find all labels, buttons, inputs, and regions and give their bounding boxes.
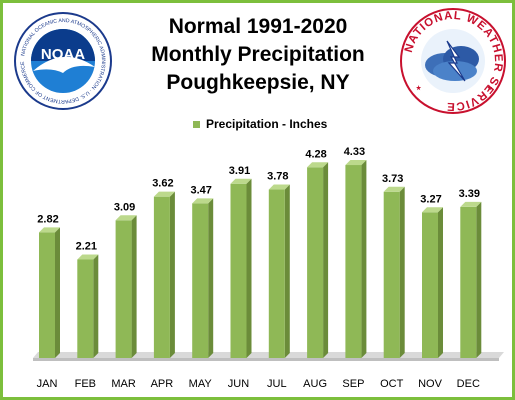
x-tick-label: MAR <box>111 378 136 390</box>
bar-side <box>399 186 405 358</box>
x-tick-label: DEC <box>457 378 480 390</box>
x-tick-label: NOV <box>418 378 443 390</box>
bar-top <box>383 186 405 192</box>
bar-top <box>230 178 252 184</box>
bar-side <box>361 160 367 358</box>
bar <box>153 196 170 358</box>
bar-side <box>246 178 252 358</box>
noaa-logo: NATIONAL OCEANIC AND ATMOSPHERIC ADMINIS… <box>14 12 112 110</box>
bar <box>77 259 94 358</box>
data-label: 3.91 <box>229 165 250 177</box>
data-label: 3.47 <box>190 184 211 196</box>
bar-top <box>268 184 290 190</box>
x-tick-label: APR <box>151 378 174 390</box>
x-tick-label: AUG <box>303 378 327 390</box>
x-tick-label: FEB <box>75 378 96 390</box>
x-tick-label: OCT <box>380 378 404 390</box>
bar-chart: 2.82 JAN 2.21 FEB 3.09 MAR 3.62 APR 3.47 MAY 3.91 J… <box>33 146 504 390</box>
legend-label: Precipitation - Inches <box>206 117 328 131</box>
bar-side <box>438 207 443 358</box>
x-tick-label: MAY <box>189 378 213 390</box>
chart-title: Normal 1991-2020 Monthly Precipitation P… <box>123 13 393 97</box>
x-tick-label: JAN <box>37 378 58 390</box>
bar <box>307 167 324 358</box>
bar-side <box>169 191 175 358</box>
bar-top <box>115 215 137 221</box>
chart-title-line-2: Monthly Precipitation <box>151 43 365 66</box>
bar <box>268 189 285 358</box>
data-label: 4.33 <box>344 146 365 158</box>
bar-top <box>192 198 214 204</box>
bar <box>460 206 477 358</box>
bar-top <box>345 160 367 166</box>
bar <box>383 191 400 358</box>
x-tick-label: SEP <box>342 378 364 390</box>
bar-top <box>39 227 60 233</box>
data-label: 3.78 <box>267 171 288 183</box>
bar-side <box>93 254 99 358</box>
bar <box>230 183 247 358</box>
bar <box>39 232 55 358</box>
bar-top <box>153 191 175 197</box>
chart-title-line-3: Poughkeepsie, NY <box>166 71 350 94</box>
bar-top <box>422 207 443 213</box>
data-label: 3.09 <box>114 201 135 213</box>
chart-legend: Precipitation - Inches <box>193 117 327 131</box>
chart-title-line-1: Normal 1991-2020 <box>168 15 348 38</box>
chart-floor-edge <box>33 358 499 361</box>
bar <box>345 165 362 358</box>
data-label: 2.21 <box>76 241 97 253</box>
bar <box>422 212 438 358</box>
data-label: 3.73 <box>382 173 403 185</box>
bar-side <box>284 184 290 358</box>
bar-top <box>77 254 99 260</box>
data-label: 4.28 <box>305 148 326 160</box>
x-tick-label: JUN <box>228 378 249 390</box>
data-label: 3.62 <box>152 178 173 190</box>
bar-side <box>131 215 137 358</box>
bar-side <box>55 227 60 358</box>
bar-top <box>460 201 482 207</box>
bar-side <box>323 162 329 358</box>
bar <box>115 220 132 358</box>
svg-text:NOAA: NOAA <box>41 46 85 63</box>
x-tick-label: JUL <box>267 378 287 390</box>
data-label: 2.82 <box>37 213 58 225</box>
bar-side <box>208 198 214 358</box>
nws-logo: NATIONAL WEATHER SERVICE <box>400 8 506 114</box>
bar-side <box>476 201 482 358</box>
legend-swatch <box>193 120 200 128</box>
data-label: 3.27 <box>420 193 441 205</box>
data-label: 3.39 <box>459 188 480 200</box>
bar-top <box>307 162 329 168</box>
bar <box>192 203 209 358</box>
